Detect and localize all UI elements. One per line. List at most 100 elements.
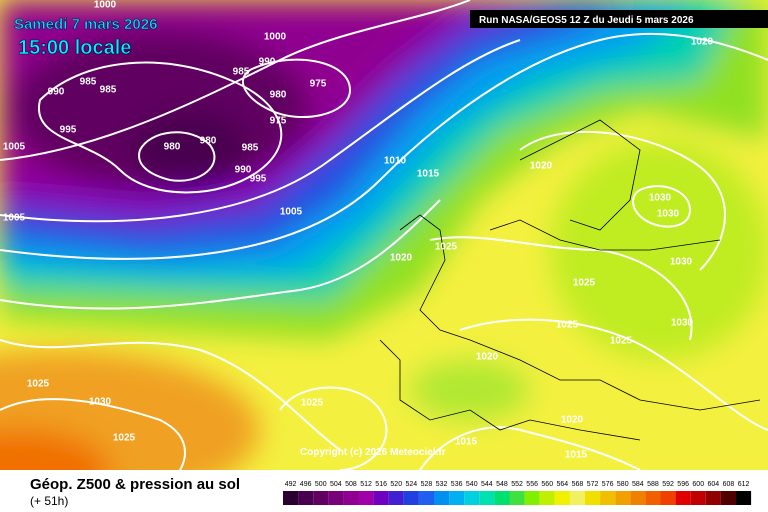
isobar-label: 1025 bbox=[301, 398, 324, 409]
legend-swatch bbox=[615, 491, 631, 505]
run-info: Run NASA/GEOS5 12 Z du Jeudi 5 mars 2026 bbox=[479, 15, 694, 26]
legend-swatch bbox=[630, 491, 646, 505]
legend-label: 504 bbox=[330, 481, 342, 488]
legend-swatch bbox=[690, 491, 706, 505]
legend-label: 584 bbox=[632, 481, 644, 488]
legend-swatch bbox=[418, 491, 434, 505]
isobar-label: 985 bbox=[233, 67, 250, 78]
legend-label: 544 bbox=[481, 481, 493, 488]
isobar-label: 975 bbox=[310, 79, 327, 90]
isobar-label: 1025 bbox=[610, 336, 633, 347]
isobar-label: 1020 bbox=[476, 352, 499, 363]
legend-label: 568 bbox=[572, 481, 584, 488]
legend-swatch bbox=[509, 491, 525, 505]
legend-swatch bbox=[554, 491, 570, 505]
legend-label: 516 bbox=[375, 481, 387, 488]
isobar-label: 1010 bbox=[384, 156, 407, 167]
legend-label: 520 bbox=[390, 481, 402, 488]
legend-swatch bbox=[434, 491, 450, 505]
map-time: 15:00 locale bbox=[18, 37, 131, 59]
isobar-label: 995 bbox=[250, 174, 267, 185]
isobar-label: 1025 bbox=[573, 278, 596, 289]
legend-swatch bbox=[600, 491, 616, 505]
legend-swatch bbox=[524, 491, 540, 505]
legend-swatch bbox=[569, 491, 585, 505]
isobar-label: 1020 bbox=[691, 37, 714, 48]
legend-swatch bbox=[388, 491, 404, 505]
isobar-label: 1020 bbox=[390, 253, 413, 264]
legend-label: 540 bbox=[466, 481, 478, 488]
legend-label: 592 bbox=[662, 481, 674, 488]
isobar-label: 995 bbox=[60, 125, 77, 136]
legend-label: 556 bbox=[526, 481, 538, 488]
legend-label: 492 bbox=[285, 481, 297, 488]
legend-label: 552 bbox=[511, 481, 523, 488]
legend-swatch bbox=[449, 491, 465, 505]
isobar-label: 1000 bbox=[94, 0, 117, 11]
legend-swatch bbox=[358, 491, 374, 505]
legend-label: 528 bbox=[421, 481, 433, 488]
legend-label: 580 bbox=[617, 481, 629, 488]
legend-label: 596 bbox=[677, 481, 689, 488]
isobar-label: 1025 bbox=[556, 320, 579, 331]
legend-swatch bbox=[539, 491, 555, 505]
isobar-label: 1030 bbox=[657, 209, 680, 220]
legend-label: 612 bbox=[738, 481, 750, 488]
legend-label: 524 bbox=[406, 481, 418, 488]
isobar-label: 1005 bbox=[3, 213, 26, 224]
legend-label: 500 bbox=[315, 481, 327, 488]
isobar-label: 1005 bbox=[280, 207, 303, 218]
legend-swatch bbox=[479, 491, 495, 505]
isobar-label: 975 bbox=[270, 116, 287, 127]
isobar-label: 1000 bbox=[264, 32, 287, 43]
legend-swatch bbox=[645, 491, 661, 505]
legend-label: 560 bbox=[541, 481, 553, 488]
isobar-label: 1020 bbox=[530, 161, 553, 172]
legend-swatch bbox=[675, 491, 691, 505]
legend-swatch bbox=[736, 491, 752, 505]
legend-label: 564 bbox=[557, 481, 569, 488]
legend-swatch bbox=[720, 491, 736, 505]
run-box bbox=[470, 10, 768, 28]
legend-swatch bbox=[328, 491, 344, 505]
legend-swatch bbox=[343, 491, 359, 505]
legend-label: 536 bbox=[451, 481, 463, 488]
legend-swatch bbox=[660, 491, 676, 505]
isobar-label: 1025 bbox=[113, 433, 136, 444]
legend-label: 572 bbox=[587, 481, 599, 488]
footer-title: Géop. Z500 & pression au sol bbox=[30, 476, 240, 493]
legend-swatch bbox=[494, 491, 510, 505]
legend-label: 532 bbox=[436, 481, 448, 488]
map-date: Samedi 7 mars 2026 bbox=[14, 16, 157, 33]
legend-swatch bbox=[705, 491, 721, 505]
isobar-label: 1030 bbox=[670, 257, 693, 268]
legend-swatch bbox=[313, 491, 329, 505]
isobar-label: 1030 bbox=[89, 397, 112, 408]
isobar-label: 1030 bbox=[649, 193, 672, 204]
isobar-label: 1025 bbox=[27, 379, 50, 390]
legend-swatch bbox=[403, 491, 419, 505]
legend-label: 508 bbox=[345, 481, 357, 488]
isobar-label: 990 bbox=[235, 165, 252, 176]
legend-label: 600 bbox=[692, 481, 704, 488]
legend-swatch bbox=[585, 491, 601, 505]
isobar-label: 985 bbox=[242, 143, 259, 154]
isobar-label: 980 bbox=[200, 136, 217, 147]
isobars bbox=[0, 0, 768, 470]
legend: 492 496 500 504 508 512 516 520 524 528 532 536 540 5… bbox=[283, 481, 752, 505]
isobar-label: 990 bbox=[259, 57, 276, 68]
legend-swatch bbox=[283, 491, 299, 505]
coastlines bbox=[379, 119, 761, 441]
footer-lead: (+ 51h) bbox=[30, 494, 68, 508]
legend-label: 548 bbox=[496, 481, 508, 488]
legend-swatch bbox=[373, 491, 389, 505]
isobar-label: 980 bbox=[270, 90, 287, 101]
isobar-label: 1015 bbox=[417, 169, 440, 180]
copyright: Copyright (c) 2026 Meteociel.fr bbox=[300, 447, 446, 458]
isobar-label: 990 bbox=[48, 87, 65, 98]
isobar-label: 980 bbox=[164, 142, 181, 153]
isobar-label: 1015 bbox=[455, 437, 478, 448]
legend-label: 608 bbox=[723, 481, 735, 488]
